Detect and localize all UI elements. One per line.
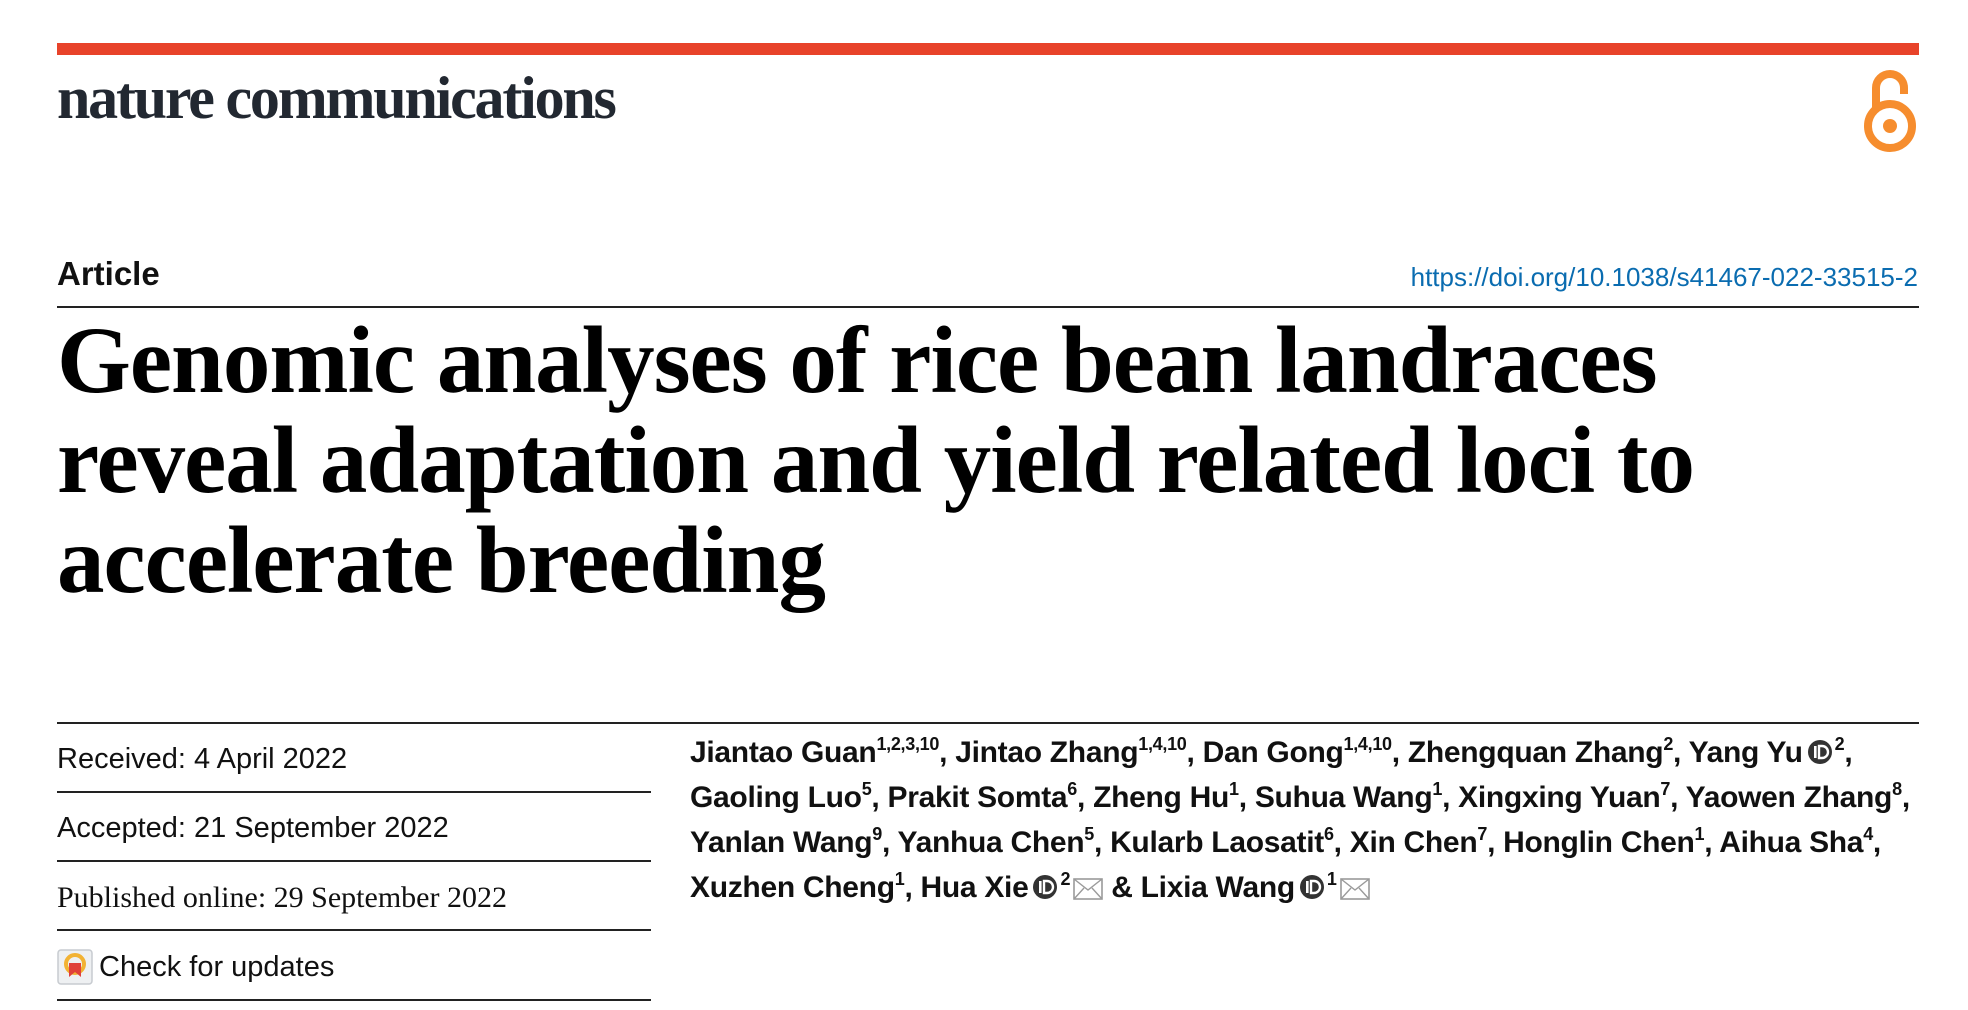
- author-affiliation: 1: [1694, 824, 1705, 844]
- article-dates: Received: 4 April 2022 Accepted: 21 Sept…: [57, 724, 651, 1001]
- author-name[interactable]: Yaowen Zhang8: [1685, 779, 1902, 814]
- crossmark-icon: [57, 949, 93, 985]
- author-name-text: Xin Chen: [1349, 826, 1478, 859]
- check-for-updates-label: Check for updates: [99, 950, 335, 983]
- author-name[interactable]: Jintao Zhang1,4,10: [955, 734, 1187, 769]
- author-name[interactable]: Aihua Sha4: [1719, 824, 1873, 859]
- author-affiliation: 8: [1892, 779, 1902, 799]
- author-name[interactable]: Lixia Wang 1: [1140, 869, 1370, 904]
- author-name[interactable]: Xin Chen7: [1349, 824, 1488, 859]
- author-affiliation: 4: [1863, 824, 1873, 844]
- mail-icon[interactable]: [1339, 878, 1370, 900]
- orcid-icon[interactable]: [1299, 874, 1325, 900]
- author-name[interactable]: Zhengquan Zhang2: [1407, 734, 1674, 769]
- author-name-text: Jiantao Guan: [690, 736, 877, 769]
- author-name-text: Yang Yu: [1688, 736, 1803, 769]
- open-access-icon: [1864, 70, 1916, 152]
- orcid-icon[interactable]: [1032, 874, 1058, 900]
- title-line: accelerate breeding: [57, 507, 826, 613]
- received-date: Received: 4 April 2022: [57, 724, 651, 793]
- published-date: Published online: 29 September 2022: [57, 862, 651, 931]
- author-name-text: Prakit Somta: [887, 781, 1068, 814]
- author-affiliation: 2: [1663, 734, 1674, 754]
- author-name[interactable]: Yanhua Chen5: [897, 824, 1095, 859]
- author-name[interactable]: Xuzhen Cheng1: [690, 869, 905, 904]
- author-name-text: Gaoling Luo: [690, 781, 862, 814]
- author-name-text: Honglin Chen: [1503, 826, 1695, 859]
- header-divider: [57, 306, 1919, 308]
- article-title: Genomic analyses of rice bean landraces …: [57, 310, 1917, 610]
- author-name[interactable]: Dan Gong1,4,10: [1202, 734, 1393, 769]
- author-name-text: Dan Gong: [1202, 736, 1344, 769]
- author-name-text: Xuzhen Cheng: [690, 871, 895, 904]
- author-name-text: Yaowen Zhang: [1685, 781, 1893, 814]
- section-divider: [57, 722, 1919, 724]
- author-name[interactable]: Zheng Hu1: [1093, 779, 1239, 814]
- check-for-updates[interactable]: Check for updates: [57, 931, 651, 1001]
- author-affiliation: 7: [1477, 824, 1488, 844]
- mail-icon[interactable]: [1073, 878, 1104, 900]
- author-affiliation: 1: [894, 869, 905, 889]
- orcid-icon[interactable]: [1807, 739, 1833, 765]
- author-name-text: Zheng Hu: [1093, 781, 1230, 814]
- author-name-text: Suhua Wang: [1254, 781, 1433, 814]
- author-name[interactable]: Kularb Laosatit6: [1110, 824, 1334, 859]
- author-name-text: Lixia Wang: [1140, 871, 1296, 904]
- author-name-text: Yanlan Wang: [690, 826, 873, 859]
- author-affiliation: 5: [861, 779, 872, 799]
- author-affiliation: 1: [1432, 779, 1443, 799]
- author-name[interactable]: Gaoling Luo5: [690, 779, 872, 814]
- author-name[interactable]: Hua Xie 2: [920, 869, 1104, 904]
- author-affiliation: 2: [1834, 734, 1845, 754]
- author-affiliation: 9: [872, 824, 882, 844]
- author-list: Jiantao Guan1,2,3,10, Jintao Zhang1,4,10…: [690, 734, 1910, 904]
- author-name-text: Kularb Laosatit: [1110, 826, 1324, 859]
- doi-link[interactable]: https://doi.org/10.1038/s41467-022-33515…: [1410, 262, 1918, 292]
- article-type: Article: [57, 255, 160, 292]
- author-affiliation: 1: [1229, 779, 1239, 799]
- author-name[interactable]: Yang Yu 2: [1688, 734, 1845, 769]
- accepted-date: Accepted: 21 September 2022: [57, 793, 651, 862]
- author-name-text: Jintao Zhang: [955, 736, 1139, 769]
- title-line: Genomic analyses of rice bean landraces: [57, 307, 1658, 413]
- author-name[interactable]: Jiantao Guan1,2,3,10: [690, 734, 940, 769]
- author-name-text: Hua Xie: [920, 871, 1029, 904]
- author-name-text: Yanhua Chen: [897, 826, 1085, 859]
- author-name[interactable]: Suhua Wang1: [1254, 779, 1443, 814]
- author-affiliation: 1,4,10: [1343, 734, 1393, 754]
- author-name-text: Zhengquan Zhang: [1407, 736, 1664, 769]
- author-name[interactable]: Honglin Chen1: [1503, 824, 1705, 859]
- title-line: reveal adaptation and yield related loci…: [57, 407, 1695, 513]
- author-name-text: Aihua Sha: [1719, 826, 1864, 859]
- author-affiliation: 2: [1060, 869, 1071, 889]
- journal-name[interactable]: nature communications: [57, 65, 617, 131]
- author-name[interactable]: Yanlan Wang9: [690, 824, 882, 859]
- author-affiliation: 1,4,10: [1138, 734, 1187, 754]
- author-affiliation: 7: [1660, 779, 1671, 799]
- author-name-text: Xingxing Yuan: [1458, 781, 1661, 814]
- author-affiliation: 6: [1067, 779, 1078, 799]
- author-affiliation: 6: [1323, 824, 1334, 844]
- journal-accent-bar: [57, 43, 1919, 55]
- author-name[interactable]: Xingxing Yuan7: [1458, 779, 1671, 814]
- author-name[interactable]: Prakit Somta6: [887, 779, 1078, 814]
- author-affiliation: 1,2,3,10: [876, 734, 940, 754]
- author-affiliation: 1: [1326, 869, 1337, 889]
- author-affiliation: 5: [1084, 824, 1094, 844]
